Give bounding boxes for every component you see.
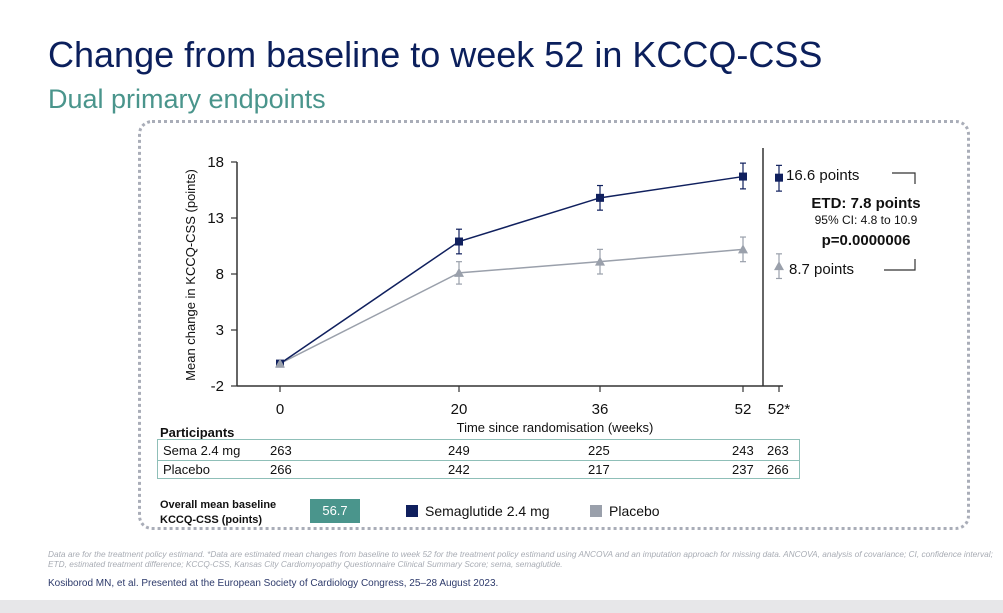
placebo-estimate-label: 8.7 points: [789, 261, 854, 278]
semaglutide-point: [596, 193, 604, 202]
y-tick-label: 18: [207, 154, 224, 171]
y-tick-label: -2: [211, 378, 224, 395]
table-cell: 263: [767, 443, 789, 458]
placebo-estimate-point: [774, 261, 784, 271]
table-cell: 237: [732, 462, 754, 477]
row-label: Sema 2.4 mg: [163, 443, 241, 458]
table-cell: 243: [732, 443, 754, 458]
x-axis-label: Time since randomisation (weeks): [457, 420, 654, 435]
legend-placebo: Placebo: [590, 503, 660, 519]
table-row: Sema 2.4 mg 263 249 225 243 263: [158, 441, 799, 461]
baseline-label: Overall mean baseline KCCQ-CSS (points): [160, 498, 300, 528]
semaglutide-point: [455, 237, 463, 246]
bottom-bar: [0, 600, 1003, 613]
square-marker-icon: [406, 505, 418, 517]
placebo-point: [738, 244, 748, 254]
placebo-point: [454, 267, 464, 277]
y-tick-label: 8: [216, 266, 224, 283]
table-cell: 225: [588, 443, 610, 458]
x-tick-label: 36: [592, 401, 609, 418]
etd-bracket-lower: [884, 259, 916, 271]
etd-label: ETD: 7.8 points: [811, 195, 920, 212]
semaglutide-point: [739, 172, 747, 181]
placebo-line: [279, 248, 744, 365]
square-marker-icon: [590, 505, 602, 517]
etd-ci: 95% CI: 4.8 to 10.9: [815, 213, 918, 227]
table-cell: 217: [588, 462, 610, 477]
baseline-value-badge: 56.7: [310, 499, 360, 523]
table-cell: 242: [448, 462, 470, 477]
slide-subtitle: Dual primary endpoints: [48, 84, 326, 114]
legend-sema-label: Semaglutide 2.4 mg: [425, 503, 550, 519]
placebo-point: [275, 358, 285, 368]
table-cell: 266: [767, 462, 789, 477]
baseline-label-line1: Overall mean baseline: [160, 499, 277, 511]
table-cell: 249: [448, 443, 470, 458]
sema-estimate-label: 16.6 points: [786, 167, 859, 184]
table-cell: 263: [270, 443, 292, 458]
footnote: Data are for the treatment policy estima…: [48, 549, 993, 569]
etd-bracket: [892, 172, 916, 184]
legend-semaglutide: Semaglutide 2.4 mg: [406, 503, 550, 519]
table-row: Placebo 266 242 217 237 266: [158, 460, 799, 479]
y-axis-label: Mean change in KCCQ-CSS (points): [183, 169, 198, 381]
y-tick-label: 3: [216, 322, 224, 339]
reference: Kosiborod MN, et al. Presented at the Eu…: [48, 578, 499, 589]
row-label: Placebo: [163, 462, 210, 477]
table-cell: 266: [270, 462, 292, 477]
slide-title: Change from baseline to week 52 in KCCQ-…: [48, 34, 823, 75]
x-tick-label: 0: [276, 401, 284, 418]
semaglutide-estimate-point: [775, 173, 783, 182]
y-tick-label: 13: [207, 210, 224, 227]
placebo-point: [595, 256, 605, 266]
participants-table: Sema 2.4 mg 263 249 225 243 263 Placebo …: [157, 439, 800, 479]
participants-title: Participants: [160, 425, 235, 440]
x-tick-label: 52*: [768, 401, 791, 418]
etd-p-value: p=0.0000006: [822, 232, 911, 249]
legend-placebo-label: Placebo: [609, 503, 660, 519]
x-tick-label: 52: [735, 401, 752, 418]
semaglutide-line: [279, 175, 744, 365]
baseline-label-line2: KCCQ-CSS (points): [160, 514, 263, 526]
x-tick-label: 20: [451, 401, 468, 418]
chart-frame: [138, 120, 970, 530]
